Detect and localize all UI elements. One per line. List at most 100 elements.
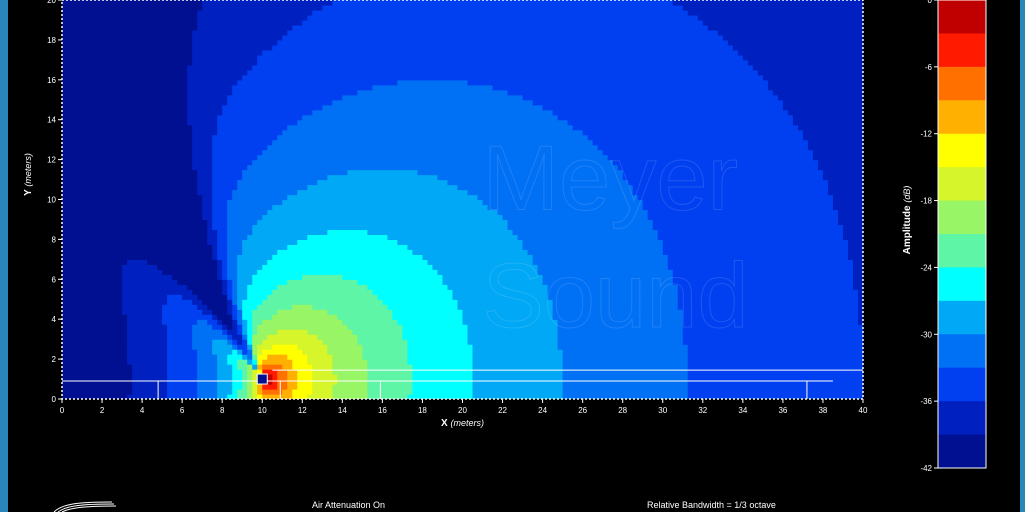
field-cell [102, 144, 108, 151]
field-cell [342, 79, 348, 86]
field-cell [132, 49, 138, 56]
field-cell [202, 224, 208, 231]
field-cell [232, 134, 238, 141]
field-cell [112, 204, 118, 211]
field-cell [152, 139, 158, 146]
field-cell [332, 189, 338, 196]
field-cell [302, 359, 308, 365]
field-cell [277, 49, 283, 56]
field-cell [312, 259, 318, 265]
field-cell [107, 4, 113, 11]
field-cell [67, 179, 73, 186]
field-cell [202, 154, 208, 161]
field-cell [277, 219, 283, 226]
field-cell [102, 159, 108, 166]
field-cell [72, 334, 78, 340]
field-cell [82, 34, 88, 41]
field-cell [277, 294, 283, 300]
field-cell [127, 49, 133, 56]
field-cell [367, 374, 373, 380]
field-cell [287, 59, 293, 66]
field-cell [177, 394, 183, 399]
field-cell [132, 84, 138, 91]
field-cell [262, 169, 268, 176]
field-cell [122, 364, 128, 370]
field-cell [107, 339, 113, 345]
field-cell [332, 129, 338, 136]
field-cell [282, 109, 288, 116]
field-cell [302, 384, 308, 390]
field-cell [172, 229, 178, 236]
field-cell [222, 39, 228, 46]
field-cell [62, 194, 68, 201]
field-cell [237, 159, 243, 166]
field-cell [197, 134, 203, 141]
field-cell [87, 334, 93, 340]
field-cell [217, 389, 223, 395]
field-cell [217, 379, 223, 385]
field-cell [312, 129, 318, 136]
field-cell [232, 19, 238, 26]
field-cell [342, 144, 348, 151]
field-cell [292, 174, 298, 181]
field-cell [162, 94, 168, 101]
field-cell [92, 344, 98, 350]
field-cell [117, 104, 123, 111]
field-cell [362, 164, 368, 171]
field-cell [167, 369, 173, 375]
field-cell [172, 334, 178, 340]
field-cell [97, 349, 103, 355]
field-cell [137, 364, 143, 370]
field-cell [262, 64, 268, 71]
field-cell [187, 114, 193, 121]
field-cell [87, 324, 93, 330]
field-cell [187, 254, 193, 260]
field-cell [302, 219, 308, 226]
field-cell [282, 194, 288, 201]
field-cell [152, 0, 158, 6]
field-cell [362, 319, 368, 325]
field-cell [202, 9, 208, 16]
field-cell [167, 29, 173, 36]
field-cell [272, 124, 278, 131]
field-cell [217, 234, 223, 240]
field-cell [262, 299, 268, 305]
field-cell [172, 164, 178, 171]
field-cell [152, 19, 158, 26]
field-cell [212, 359, 218, 365]
field-cell [157, 324, 163, 330]
field-cell [167, 174, 173, 181]
field-cell [227, 234, 233, 240]
field-cell [147, 304, 153, 310]
field-cell [262, 94, 268, 101]
field-cell [337, 94, 343, 101]
field-cell [287, 104, 293, 111]
field-cell [132, 44, 138, 51]
field-cell [227, 164, 233, 171]
field-cell [212, 249, 218, 255]
field-cell [87, 89, 93, 96]
field-cell [77, 354, 83, 360]
field-cell [317, 304, 323, 310]
field-cell [352, 289, 358, 295]
field-cell [237, 374, 243, 380]
field-cell [172, 364, 178, 370]
field-cell [337, 239, 343, 245]
field-cell [217, 109, 223, 116]
field-cell [222, 214, 228, 221]
field-cell [242, 19, 248, 26]
field-cell [262, 259, 268, 265]
field-cell [282, 364, 288, 370]
field-cell [322, 269, 328, 275]
field-cell [147, 99, 153, 106]
field-cell [357, 339, 363, 345]
field-cell [217, 124, 223, 131]
field-cell [252, 284, 258, 290]
field-cell [297, 294, 303, 300]
field-cell [162, 264, 168, 270]
field-cell [207, 299, 213, 305]
field-cell [97, 304, 103, 310]
field-cell [137, 169, 143, 176]
field-cell [277, 34, 283, 41]
field-cell [317, 49, 323, 56]
